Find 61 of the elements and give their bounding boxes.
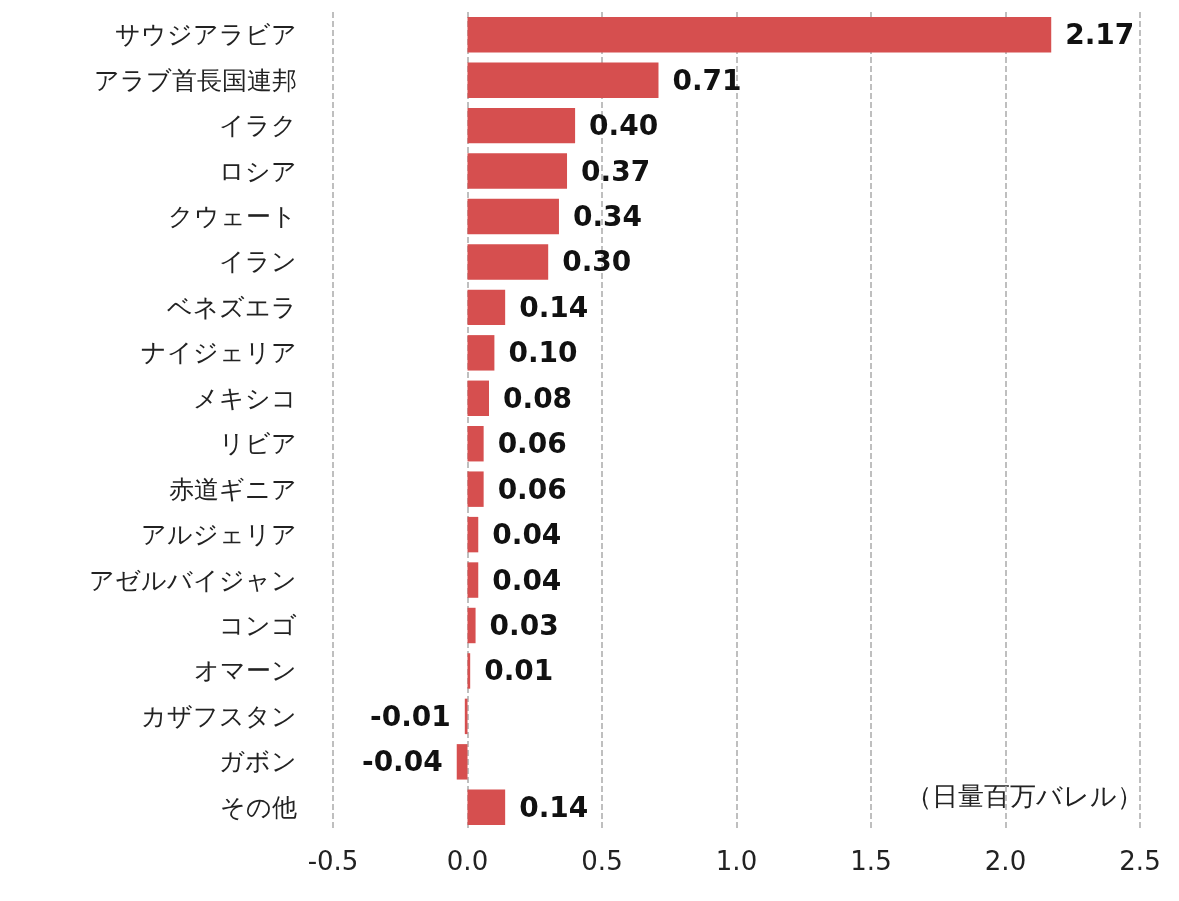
y-tick-label: 赤道ギニア — [169, 474, 297, 504]
y-tick-label: ロシア — [219, 156, 297, 186]
data-label: 0.40 — [589, 109, 659, 143]
bar — [467, 789, 506, 825]
text: 2.5 — [1119, 846, 1161, 876]
bar — [467, 471, 484, 507]
annotation: （日量百万バレル） — [906, 781, 1143, 811]
text: -0.5 — [307, 846, 359, 876]
y-tick-label: イラク — [219, 111, 297, 141]
y-tick-label: ベネズエラ — [167, 292, 297, 322]
data-label: 0.37 — [581, 154, 651, 188]
bar — [467, 335, 495, 371]
bar — [467, 562, 479, 598]
data-label: 0.71 — [672, 63, 742, 97]
y-tick-label: メキシコ — [193, 383, 297, 413]
data-label: 0.06 — [497, 472, 567, 506]
data-label: -0.04 — [362, 745, 443, 779]
y-tick-label: アゼルバイジャン — [89, 565, 297, 595]
bar — [467, 516, 479, 553]
bar — [467, 244, 549, 280]
bar — [467, 62, 659, 98]
data-label: 0.01 — [484, 654, 554, 688]
y-tick-label: サウジアラビア — [115, 20, 297, 50]
y-tick-label: アラブ首長国連邦 — [94, 65, 297, 95]
data-label: 0.30 — [562, 245, 632, 279]
y-tick-label: イラン — [219, 247, 297, 277]
data-label: 0.08 — [503, 381, 573, 415]
data-label: 0.34 — [572, 200, 643, 233]
y-tick-label: ナイジェリア — [141, 338, 297, 368]
y-tick-label: オマーン — [194, 656, 297, 686]
data-label: 0.10 — [508, 336, 578, 370]
y-tick-label: カザフスタン — [141, 701, 297, 731]
data-label: 0.03 — [489, 609, 559, 642]
x-tick-label: 0.0 — [446, 846, 489, 876]
bar — [467, 198, 559, 235]
data-label: 2.17 — [1065, 18, 1135, 52]
x-tick-label: 2.0 — [984, 846, 1027, 876]
data-label: 0.04 — [492, 518, 562, 552]
bar — [467, 17, 1052, 53]
y-tick-label: コンゴ — [219, 611, 297, 640]
data-label: 0.14 — [519, 290, 589, 324]
bar — [467, 380, 490, 416]
text: 1.5 — [850, 846, 892, 876]
bar — [467, 107, 576, 144]
bar — [467, 289, 506, 326]
bar — [456, 744, 468, 780]
y-tick-label: クウェート — [168, 202, 297, 231]
y-tick-label: ガボン — [219, 747, 297, 777]
bar — [467, 153, 568, 189]
x-tick-label: 1.0 — [715, 846, 758, 876]
data-label: 0.04 — [492, 563, 562, 597]
y-tick-label: リビア — [219, 429, 297, 459]
text: 0.5 — [581, 846, 623, 876]
data-label: 0.14 — [519, 790, 589, 824]
bar — [467, 607, 476, 644]
bar — [464, 698, 468, 735]
y-tick-label: アルジェリア — [141, 520, 297, 550]
bar — [467, 426, 484, 462]
data-label: -0.01 — [370, 699, 451, 733]
data-label: 0.06 — [497, 427, 567, 461]
y-tick-label: その他 — [220, 792, 297, 822]
